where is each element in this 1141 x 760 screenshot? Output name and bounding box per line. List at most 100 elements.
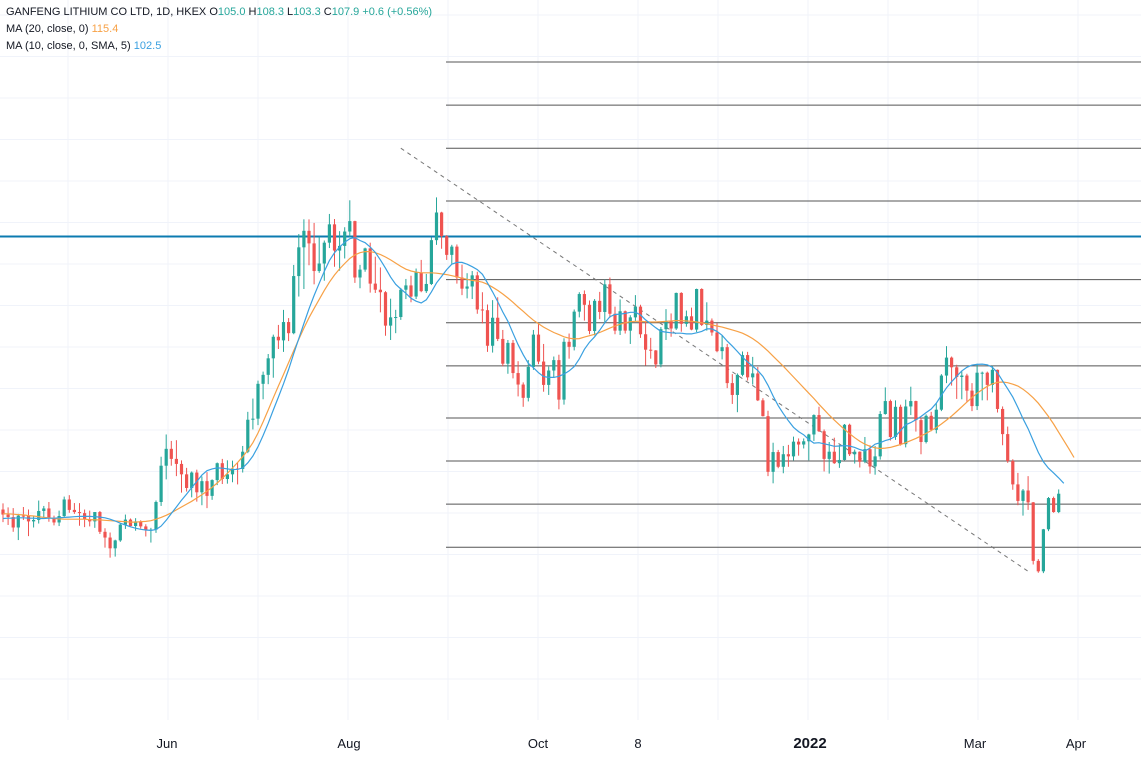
legend-symbol-row: GANFENG LITHIUM CO LTD, 1D, HKEX O105.0 … — [6, 4, 432, 21]
candle-body — [776, 452, 780, 467]
candle-body — [985, 372, 989, 385]
candle-body — [715, 332, 719, 352]
candle-body — [113, 540, 117, 549]
candle-body — [1016, 484, 1020, 501]
candle-body — [1, 509, 5, 515]
candle-body — [297, 247, 301, 277]
candle-body — [1041, 529, 1045, 572]
candle-body — [404, 285, 408, 290]
candle-body — [103, 531, 107, 538]
candle-body — [919, 420, 923, 443]
candle-body — [970, 390, 974, 407]
candle-body — [276, 336, 280, 341]
candle-body — [955, 367, 959, 377]
candle-body — [169, 448, 173, 459]
ma10-value: 102.5 — [133, 40, 162, 52]
symbol-title[interactable]: GANFENG LITHIUM CO LTD, 1D, HKEX — [6, 6, 207, 18]
low-label: L — [287, 6, 294, 18]
x-axis-tick-label: Mar — [964, 736, 987, 751]
high-label: H — [248, 6, 257, 18]
candle-body — [98, 512, 102, 532]
candle-body — [781, 454, 785, 467]
candle-body — [139, 521, 143, 527]
candle-body — [812, 415, 816, 435]
candle-body — [562, 341, 566, 400]
candle-body — [1011, 461, 1015, 485]
candle-body — [868, 449, 872, 467]
candle-body — [261, 374, 265, 384]
candle-body — [348, 221, 352, 232]
x-axis-tick-label: 8 — [634, 736, 641, 751]
trendline — [400, 147, 1029, 572]
candle-body — [159, 465, 163, 502]
candle-body — [771, 452, 775, 472]
candle-body — [950, 357, 954, 368]
x-axis-tick-label: Apr — [1066, 736, 1087, 751]
candle-body — [179, 463, 184, 475]
candle-body — [434, 212, 439, 241]
candle-body — [577, 294, 581, 312]
candle-body — [460, 277, 464, 289]
candle-body — [822, 431, 826, 459]
candle-body — [271, 336, 275, 359]
candle-body — [378, 289, 382, 293]
x-axis-tick-label: Aug — [337, 736, 360, 751]
candle-body — [786, 454, 790, 457]
candle-body — [521, 384, 525, 398]
candle-body — [72, 509, 76, 513]
candle-body — [383, 292, 388, 326]
candle-body — [837, 459, 841, 464]
candle-body — [669, 320, 673, 329]
candle-body — [873, 456, 877, 467]
candle-body — [842, 424, 847, 460]
candle-body — [1001, 408, 1005, 435]
candle-body — [817, 415, 821, 432]
candle-body — [220, 463, 224, 480]
candle-body — [638, 306, 643, 335]
candle-body — [11, 517, 15, 528]
candle-body — [338, 245, 342, 251]
candle-body — [241, 451, 245, 469]
candle-body — [832, 451, 836, 464]
candle-body — [42, 508, 46, 511]
high-value: 108.3 — [256, 6, 284, 18]
candle-body — [1057, 493, 1061, 513]
candle-body — [695, 288, 699, 330]
candle-body — [883, 401, 887, 414]
candle-body — [751, 373, 755, 378]
candle-body — [496, 317, 500, 339]
ma10-line — [2, 236, 1065, 532]
legend-ma10-row[interactable]: MA (10, close, 0, SMA, 5) 102.5 — [6, 38, 432, 55]
candle-body — [552, 360, 556, 371]
candle-body — [1006, 434, 1010, 462]
candle-body — [134, 521, 138, 527]
candle-body — [990, 369, 994, 385]
candle-body — [445, 236, 449, 255]
candle-body — [511, 342, 515, 374]
candle-body — [465, 286, 469, 289]
candle-body — [506, 342, 510, 364]
candle-body — [6, 514, 10, 518]
candle-body — [598, 300, 602, 312]
candle-body — [185, 474, 189, 488]
candle-body — [399, 289, 403, 318]
candle-body — [939, 375, 943, 410]
candle-body — [67, 499, 71, 510]
candle-body — [944, 357, 949, 376]
candle-body — [358, 269, 362, 278]
close-label: C — [323, 6, 332, 18]
candle-body — [409, 285, 413, 297]
legend-ma20-row[interactable]: MA (20, close, 0) 115.4 — [6, 21, 432, 38]
x-axis-tick-label: Oct — [528, 736, 549, 751]
candle-body — [144, 526, 148, 531]
candle-body — [317, 263, 321, 272]
candle-body — [287, 322, 291, 334]
candle-body — [47, 508, 51, 519]
candle-body — [863, 449, 867, 462]
candle-body — [802, 441, 806, 445]
candle-body — [960, 375, 964, 377]
candle-body — [1026, 490, 1030, 503]
candle-body — [516, 373, 520, 385]
